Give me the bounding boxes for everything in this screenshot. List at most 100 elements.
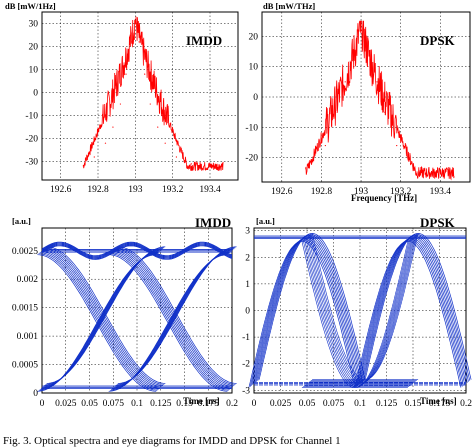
imdd-eye-xtick-label: 0.175 xyxy=(198,399,220,409)
imdd-eye-transition-trace xyxy=(43,249,162,387)
imdd-eye-transition-trace xyxy=(117,246,237,384)
dpsk-spectrum-data-point xyxy=(336,111,338,113)
imdd-spectrum-xtick-label: 193 xyxy=(128,185,143,195)
dpsk-spectrum-data-point xyxy=(352,50,354,53)
dpsk-eye-xtick-label: 0.175 xyxy=(429,399,451,409)
imdd-eye-transition-trace xyxy=(113,250,233,388)
dpsk-eye-ytick-label: 3 xyxy=(245,227,250,237)
imdd-spectrum-data-point xyxy=(149,103,151,105)
imdd-eye-ylabel: [a.u.] xyxy=(12,216,31,226)
imdd-spectrum-data-point xyxy=(134,22,136,25)
dpsk-eye-frame xyxy=(253,227,467,394)
imdd-eye-transition-trace xyxy=(45,247,165,385)
dpsk-eye-ylabel: [a.u.] xyxy=(256,216,275,226)
imdd-eye-transition-trace xyxy=(108,254,228,392)
dpsk-spectrum-data-point xyxy=(310,163,313,165)
dpsk-eye-panel: 0 0.025 0.05 0.075 0.1 0.125 0.15 0.175 0.23210-… xyxy=(242,227,472,409)
imdd-spectrum-data-point xyxy=(119,103,121,105)
dpsk-spectrum-ytick-label: -20 xyxy=(245,154,258,164)
dpsk-spectrum-data-point xyxy=(368,50,370,53)
dpsk-eye-ytick-label: 0 xyxy=(245,307,250,317)
imdd-spectrum-data-point xyxy=(190,163,192,165)
dpsk-eye-title: DPSK xyxy=(420,215,456,230)
imdd-eye-transition-trace xyxy=(44,248,164,386)
dpsk-eye-traces xyxy=(248,233,472,388)
imdd-eye-transition-trace xyxy=(39,252,159,390)
imdd-eye-level-trace xyxy=(41,242,233,257)
dpsk-spectrum-xtick-label: 193 xyxy=(354,187,369,197)
dpsk-eye-ytick-label: -2 xyxy=(242,360,250,370)
imdd-spectrum-frame xyxy=(41,11,239,181)
imdd-spectrum-xtick-label: 192.6 xyxy=(50,185,72,195)
imdd-spectrum-title: IMDD xyxy=(186,33,222,48)
dpsk-spectrum-data-point xyxy=(396,144,398,147)
dpsk-eye-xlabel: Time [ns] xyxy=(420,396,457,406)
dpsk-spectrum-data-point xyxy=(344,81,346,83)
dpsk-spectrum-data-point xyxy=(423,169,426,171)
dpsk-spectrum-xtick-label: 193.2 xyxy=(390,187,412,197)
imdd-eye-xlabel: Time [ns] xyxy=(183,396,220,406)
imdd-spectrum-ytick-label: -30 xyxy=(25,158,38,168)
imdd-eye-frame xyxy=(41,227,233,394)
imdd-eye-transition-trace xyxy=(109,253,229,391)
dpsk-eye-ytick-label: -1 xyxy=(242,333,250,343)
imdd-eye-transition-trace xyxy=(114,249,234,387)
imdd-spectrum-data-point xyxy=(164,142,166,144)
imdd-eye-xtick-label: 0.05 xyxy=(81,399,98,409)
imdd-eye-xtick-label: 0.2 xyxy=(226,399,238,409)
imdd-spectrum-data-point xyxy=(138,41,140,43)
imdd-eye-xtick-label: 0.025 xyxy=(55,399,77,409)
dpsk-eye-xtick-label: 0.15 xyxy=(405,399,422,409)
imdd-eye-ytick-label: 0.002 xyxy=(17,275,39,285)
dpsk-spectrum-data-point xyxy=(384,111,386,113)
imdd-eye-level-trace xyxy=(41,244,233,259)
imdd-eye-transition-trace xyxy=(112,251,231,389)
imdd-eye-transition-trace xyxy=(38,253,158,391)
imdd-eye-traces xyxy=(37,241,237,392)
imdd-eye-panel: 0 0.025 0.05 0.075 0.1 0.125 0.15 0.175 0.2 0.002… xyxy=(12,227,238,409)
dpsk-spectrum-title: DPSK xyxy=(420,33,456,48)
imdd-eye-xtick-label: 0 xyxy=(40,399,45,409)
dpsk-spectrum-xtick-label: 193.4 xyxy=(430,187,452,197)
imdd-spectrum-xtick-label: 193.2 xyxy=(162,185,184,195)
imdd-spectrum-series-line xyxy=(82,16,224,171)
imdd-eye-transition-trace xyxy=(37,254,157,392)
dpsk-eye-xtick-label: 0.075 xyxy=(323,399,345,409)
dpsk-spectrum-data-point xyxy=(360,29,362,31)
imdd-spectrum-xtick-label: 193.4 xyxy=(199,185,221,195)
dpsk-spectrum-ytick-label: 20 xyxy=(249,32,259,42)
imdd-eye-level-trace xyxy=(41,242,233,257)
imdd-spectrum-data-point xyxy=(112,126,114,128)
dpsk-eye-ytick-label: 1 xyxy=(245,280,250,290)
imdd-eye-xtick-label: 0.15 xyxy=(176,399,193,409)
imdd-spectrum-data-point xyxy=(131,41,133,43)
imdd-eye-transition-trace xyxy=(41,250,161,388)
dpsk-spectrum-ytick-label: 10 xyxy=(249,63,259,73)
imdd-spectrum-ytick-label: 30 xyxy=(29,20,39,30)
imdd-eye-title: IMDD xyxy=(195,215,231,230)
imdd-spectrum-ytick-label: 0 xyxy=(33,89,38,99)
imdd-eye-xtick-label: 0.075 xyxy=(103,399,125,409)
imdd-eye-transition-trace xyxy=(46,246,166,384)
imdd-spectrum-ylabel: dB [mW/1Hz] xyxy=(5,1,56,11)
dpsk-spectrum-series-line xyxy=(305,20,455,181)
imdd-spectrum-ytick-label: -20 xyxy=(25,135,38,145)
figure-caption: Fig. 3. Optical spectra and eye diagrams… xyxy=(3,435,341,447)
dpsk-eye-xtick-label: 0.025 xyxy=(270,399,292,409)
imdd-spectrum-data-point xyxy=(125,73,127,75)
imdd-spectrum-panel: 192.6 192.8 193 193.2 193.4 30 20 10 0 -10 -20 -30 xyxy=(25,11,239,195)
dpsk-spectrum-xtick-label: 192.6 xyxy=(271,187,293,197)
dpsk-spectrum-ylabel: dB [mW/THz] xyxy=(263,1,315,11)
dpsk-eye-xtick-label: 0.05 xyxy=(299,399,316,409)
imdd-eye-transition-trace xyxy=(110,252,230,390)
dpsk-spectrum-ytick-label: -10 xyxy=(245,123,258,133)
imdd-eye-ytick-label: 0.0015 xyxy=(12,304,38,314)
imdd-eye-level-trace xyxy=(41,243,233,258)
imdd-eye-ytick-label: 0.001 xyxy=(17,332,39,342)
dpsk-eye-ytick-label: 2 xyxy=(245,253,250,263)
dpsk-spectrum-frame xyxy=(261,11,471,183)
imdd-spectrum-ytick-label: -10 xyxy=(25,112,38,122)
imdd-eye-level-trace xyxy=(41,243,233,258)
imdd-spectrum-grid xyxy=(42,12,238,180)
dpsk-eye-xtick-label: 0.2 xyxy=(460,399,472,409)
